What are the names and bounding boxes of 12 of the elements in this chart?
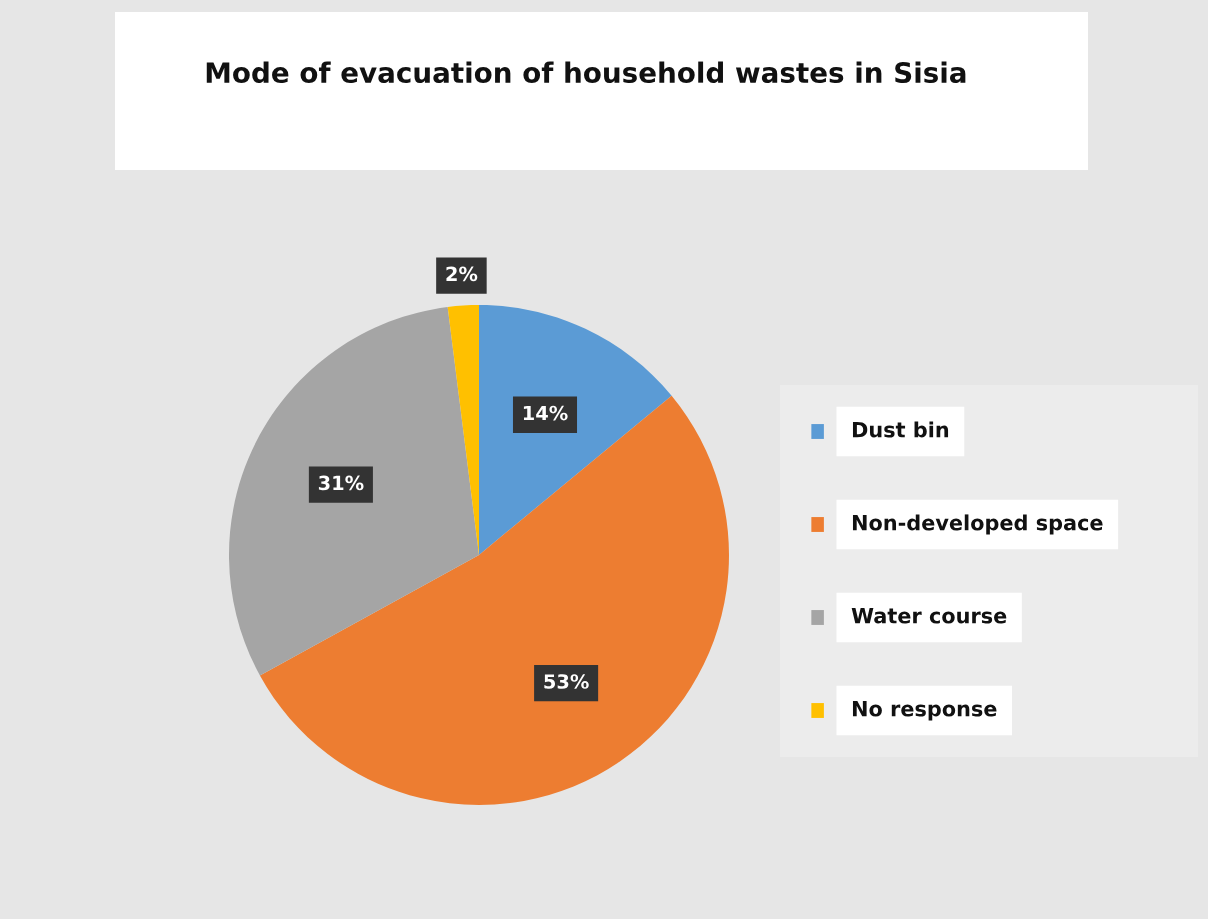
data-label: 31% xyxy=(318,475,364,491)
legend-label: No response xyxy=(852,701,997,721)
data-label: 14% xyxy=(523,405,568,421)
legend-label: Water course xyxy=(851,608,1007,624)
chart-title: Mode of evacuation of household wastes in Sisia xyxy=(206,61,966,84)
pie-slice xyxy=(259,395,729,805)
data-label: 2% xyxy=(446,266,478,282)
pie-slice xyxy=(479,305,672,555)
legend-label: Non-developed space xyxy=(852,514,1103,535)
legend-label: Dust bin xyxy=(852,421,949,438)
pie-slice xyxy=(229,306,479,676)
data-label: 53% xyxy=(544,674,589,689)
